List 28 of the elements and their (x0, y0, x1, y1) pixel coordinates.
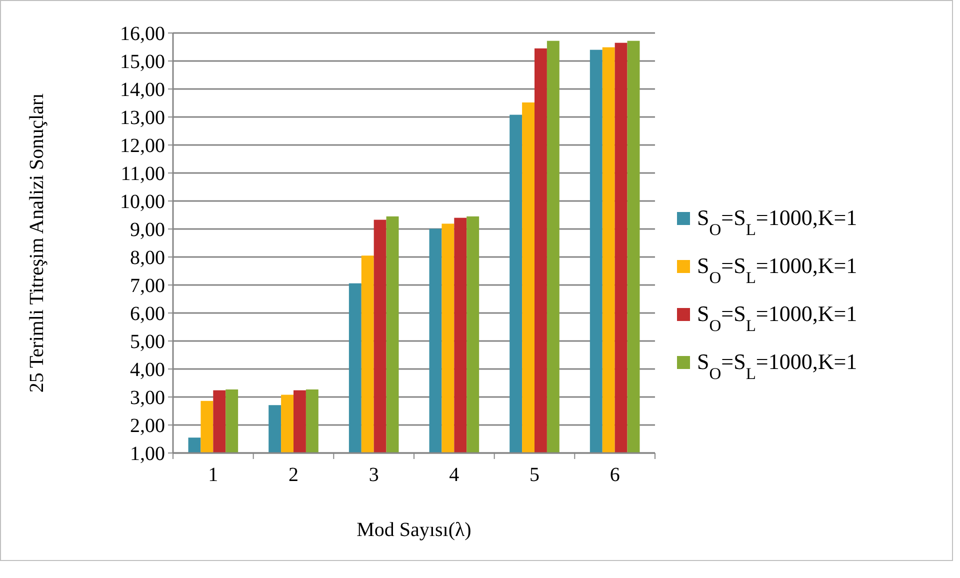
legend-label: S$_{O}$=S$_{L}$=1000,K=1 (697, 301, 858, 334)
y-tick-label: 2,00 (130, 415, 165, 437)
x-tick-label: 3 (368, 464, 379, 486)
legend-label: S$_{O}$=S$_{L}$=1000,K=1 (697, 253, 858, 286)
x-tick-label: 2 (288, 464, 298, 486)
x-tick-label: 5 (530, 464, 540, 486)
legend-label: S$_{O}$=S$_{L}$=1000,K=1 (697, 205, 858, 238)
y-tick-label: 7,00 (130, 275, 165, 297)
x-tick-label: 1 (208, 464, 218, 486)
y-tick-label: 5,00 (130, 331, 165, 353)
y-tick-label: 6,00 (130, 303, 165, 325)
y-tick-label: 9,00 (130, 219, 165, 241)
y-tick-label: 1,00 (130, 443, 165, 465)
x-axis-title: Mod Sayısı(λ) (356, 519, 472, 541)
legend-label: S$_{O}$=S$_{L}$=1000,K=1 (697, 349, 858, 382)
y-tick-label: 10,00 (120, 191, 165, 213)
x-tick-label: 6 (610, 464, 620, 486)
y-tick-label: 4,00 (130, 359, 165, 381)
y-tick-label: 3,00 (130, 387, 165, 409)
y-axis-title: 25 Terimli Titreşim Analizi Sonuçları (26, 92, 48, 393)
y-tick-label: 14,00 (120, 79, 165, 101)
y-tick-label: 15,00 (120, 51, 165, 73)
y-tick-label: 12,00 (120, 135, 165, 157)
x-tick-label: 4 (449, 464, 460, 486)
y-tick-label: 8,00 (130, 247, 165, 269)
y-tick-label: 11,00 (120, 163, 165, 185)
y-tick-label: 13,00 (120, 107, 165, 129)
y-tick-label: 16,00 (120, 23, 165, 45)
